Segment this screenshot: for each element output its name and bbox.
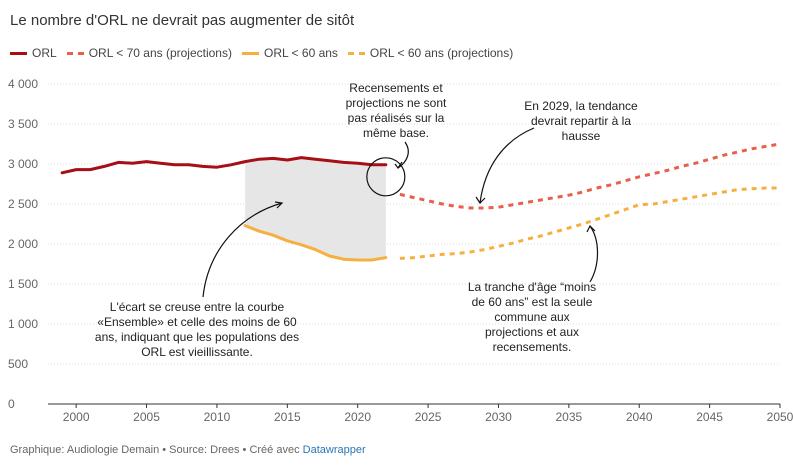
legend-item-orl: ORL [10, 46, 57, 60]
x-tick-label: 2020 [344, 410, 371, 424]
arrowhead-tendance [475, 196, 486, 204]
junction-highlight-circle [366, 157, 406, 197]
datawrapper-link[interactable]: Datawrapper [302, 444, 366, 456]
legend-swatch-orl [10, 51, 27, 55]
legend-label-orl-60-proj: ORL < 60 ans (projections) [369, 46, 514, 60]
annotation-recensements-line: Recensements et [349, 81, 443, 95]
legend-swatch-orl-60 [241, 51, 259, 55]
annotation-ecart-line: «Ensemble» et celle des moins de 60 [97, 315, 297, 329]
annotation-tranche-60-line: de 60 ans” est la seule [472, 295, 593, 309]
arrowhead-recensements [394, 161, 403, 170]
legend: ORL ORL < 70 ans (projections) ORL < 60 … [10, 46, 523, 60]
arrow-recensements [397, 141, 409, 169]
arrowhead-tranche [586, 224, 596, 233]
footer-credit: Graphique: Audiologie Demain • Source: D… [10, 444, 303, 456]
annotation-tranche-60-line: commune aux [494, 310, 569, 324]
annotation-tranche-60-line: projections et aux [485, 325, 579, 339]
legend-label-orl: ORL [32, 46, 57, 60]
x-tick-label: 2015 [274, 410, 301, 424]
gap-shaded-area [245, 157, 386, 260]
x-tick-label: 2040 [626, 410, 653, 424]
x-tick-label: 2005 [133, 410, 160, 424]
annotation-recensements-line: pas réalisés sur la [348, 111, 445, 125]
legend-item-orl-60: ORL < 60 ans [241, 46, 338, 60]
annotation-tendance-2029-line: hausse [562, 129, 601, 143]
arrow-tendance [479, 127, 535, 204]
legend-swatch-orl-60-proj [347, 51, 365, 55]
y-tick-label: 2 000 [8, 237, 38, 251]
annotation-tendance-2029-line: En 2029, la tendance [524, 99, 638, 113]
series-orl-60 [243, 224, 388, 262]
line-chart: 0 500 1 000 1 500 2 000 2 500 3 000 3 500 4 000 2… [8, 77, 793, 424]
y-tick-label: 0 [8, 397, 15, 411]
series-orl-70-projections [399, 142, 781, 210]
x-tick-label: 2035 [555, 410, 582, 424]
y-tick-label: 3 500 [8, 117, 38, 131]
x-tick-label: 2045 [696, 410, 723, 424]
x-tick-label: 2010 [204, 410, 231, 424]
arrow-ecart [202, 202, 283, 298]
y-tick-label: 3 000 [8, 157, 38, 171]
legend-label-orl-60: ORL < 60 ans [263, 46, 338, 60]
annotation-ecart-line: ans, indiquant que les populations des [95, 330, 299, 344]
legend-label-orl-70-proj: ORL < 70 ans (projections) [88, 46, 232, 60]
y-tick-label: 1 000 [8, 317, 38, 331]
annotation-tranche-60-line: La tranche d'âge “moins [468, 280, 596, 294]
x-tick-label: 2000 [63, 410, 90, 424]
annotation-recensements-line: même base. [363, 126, 429, 140]
x-tick-label: 2025 [415, 410, 442, 424]
legend-swatch-orl-70-proj [66, 51, 84, 55]
annotation-ecart-line: ORL est vieillissante. [141, 345, 253, 359]
y-tick-label: 2 500 [8, 197, 38, 211]
legend-item-orl-70-proj: ORL < 70 ans (projections) [66, 46, 232, 60]
x-tick-label: 2030 [485, 410, 512, 424]
chart-title: Le nombre d'ORL ne devrait pas augmenter… [10, 12, 355, 29]
y-tick-label: 500 [8, 357, 28, 371]
arrow-tranche [589, 225, 599, 283]
annotation-tranche-60-line: recensements. [493, 340, 572, 354]
footer: Graphique: Audiologie Demain • Source: D… [10, 444, 366, 456]
y-tick-label: 4 000 [8, 77, 38, 91]
annotation-ecart-line: L'écart se creuse entre la courbe [110, 300, 285, 314]
annotation-tendance-2029-line: devrait repartir à la [531, 114, 631, 128]
series-orl-60-projections [399, 186, 780, 260]
legend-item-orl-60-proj: ORL < 60 ans (projections) [347, 46, 514, 60]
y-tick-label: 1 500 [8, 277, 38, 291]
arrowhead-ecart [274, 201, 284, 209]
x-tick-label: 2050 [767, 410, 793, 424]
annotation-recensements-line: projections ne sont [346, 96, 447, 110]
series-orl [60, 156, 388, 175]
